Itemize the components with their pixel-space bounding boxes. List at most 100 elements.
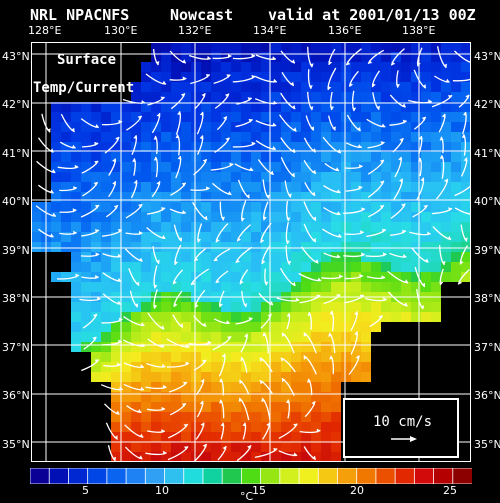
sst-cell	[461, 152, 471, 162]
sst-cell	[171, 322, 181, 332]
sst-cell	[391, 252, 401, 262]
sst-cell	[371, 232, 381, 242]
sst-cell	[361, 212, 371, 222]
sst-cell	[231, 372, 241, 382]
sst-cell	[51, 112, 61, 122]
current-arrowhead	[443, 63, 447, 68]
current-arrowhead	[49, 189, 54, 194]
sst-cell	[431, 312, 441, 322]
sst-cell	[211, 282, 221, 292]
colorbar-swatch	[221, 468, 243, 484]
sst-cell	[401, 132, 411, 142]
sst-cell	[141, 262, 151, 272]
sst-cell	[201, 332, 211, 342]
sst-cell	[91, 132, 101, 142]
sst-cell	[291, 342, 301, 352]
sst-cell	[251, 62, 261, 72]
sst-cell	[251, 422, 261, 432]
sst-cell	[281, 42, 291, 52]
sst-cell	[331, 232, 341, 242]
current-arrowhead	[441, 113, 446, 118]
sst-cell	[301, 72, 311, 82]
sst-cell	[341, 132, 351, 142]
sst-cell	[231, 322, 241, 332]
current-arrowhead	[247, 97, 252, 102]
sst-cell	[371, 192, 381, 202]
current-arrowhead	[420, 305, 425, 310]
sst-cell	[401, 212, 411, 222]
sst-cell	[421, 192, 431, 202]
sst-cell	[371, 112, 381, 122]
current-arrowhead	[94, 124, 99, 128]
sst-cell	[201, 132, 211, 142]
sst-cell	[241, 322, 251, 332]
current-arrowhead	[316, 428, 321, 433]
current-arrowhead	[94, 205, 99, 209]
current-arrowhead	[114, 435, 118, 440]
sst-cell	[221, 232, 231, 242]
sst-cell	[221, 42, 231, 52]
sst-cell	[361, 82, 371, 92]
sst-cell	[381, 192, 391, 202]
sst-cell	[331, 122, 341, 132]
sst-cell	[151, 222, 161, 232]
sst-cell	[291, 302, 301, 312]
sst-cell	[371, 62, 381, 72]
sst-cell	[251, 252, 261, 262]
current-arrowhead	[372, 83, 376, 88]
sst-cell	[261, 422, 271, 432]
sst-cell	[111, 232, 121, 242]
sst-cell	[151, 272, 161, 282]
sst-cell	[461, 82, 471, 92]
current-arrowhead	[264, 281, 269, 286]
sst-cell	[391, 202, 401, 212]
sst-cell	[311, 82, 321, 92]
sst-cell	[131, 382, 141, 392]
sst-cell	[121, 212, 131, 222]
current-arrowhead	[421, 282, 426, 287]
current-arrowhead	[185, 343, 190, 348]
sst-cell	[171, 412, 181, 422]
lat-label-right-39: 39°N	[474, 244, 500, 257]
sst-cell	[461, 52, 471, 62]
sst-cell	[381, 262, 391, 272]
sst-cell	[321, 422, 331, 432]
sst-cell	[241, 152, 251, 162]
current-arrowhead	[155, 259, 160, 264]
sst-cell	[391, 262, 401, 272]
current-arrowhead	[349, 82, 354, 87]
sst-cell	[61, 102, 71, 112]
sst-cell	[271, 112, 281, 122]
sst-cell	[241, 402, 251, 412]
sst-cell	[161, 112, 171, 122]
sst-cell	[201, 272, 211, 282]
sst-cell	[121, 302, 131, 312]
sst-cell	[291, 92, 301, 102]
sst-cell	[131, 222, 141, 232]
sst-cell	[101, 242, 111, 252]
sst-cell	[371, 282, 381, 292]
sst-cell	[111, 212, 121, 222]
sst-cell	[441, 92, 451, 102]
sst-cell	[111, 242, 121, 252]
sst-cell	[91, 242, 101, 252]
sst-cell	[251, 172, 261, 182]
sst-cell	[141, 342, 151, 352]
lat-label-right-41: 41°N	[474, 147, 500, 160]
sst-cell	[291, 142, 301, 152]
sst-cell	[301, 362, 311, 372]
sst-cell	[231, 342, 241, 352]
sst-cell	[451, 262, 461, 272]
sst-cell	[161, 42, 171, 52]
sst-cell	[251, 392, 261, 402]
sst-cell	[121, 422, 131, 432]
sst-cell	[291, 162, 301, 172]
sst-cell	[81, 232, 91, 242]
current-arrowhead	[97, 296, 101, 301]
sst-cell	[331, 212, 341, 222]
sst-cell	[351, 352, 361, 362]
sst-cell	[31, 202, 41, 212]
sst-cell	[441, 272, 451, 282]
sst-cell	[241, 222, 251, 232]
sst-cell	[211, 262, 221, 272]
